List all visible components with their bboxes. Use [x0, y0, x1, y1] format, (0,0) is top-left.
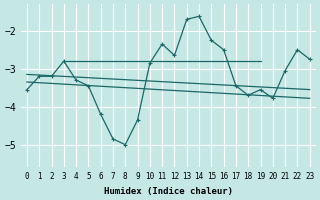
X-axis label: Humidex (Indice chaleur): Humidex (Indice chaleur)	[104, 187, 233, 196]
